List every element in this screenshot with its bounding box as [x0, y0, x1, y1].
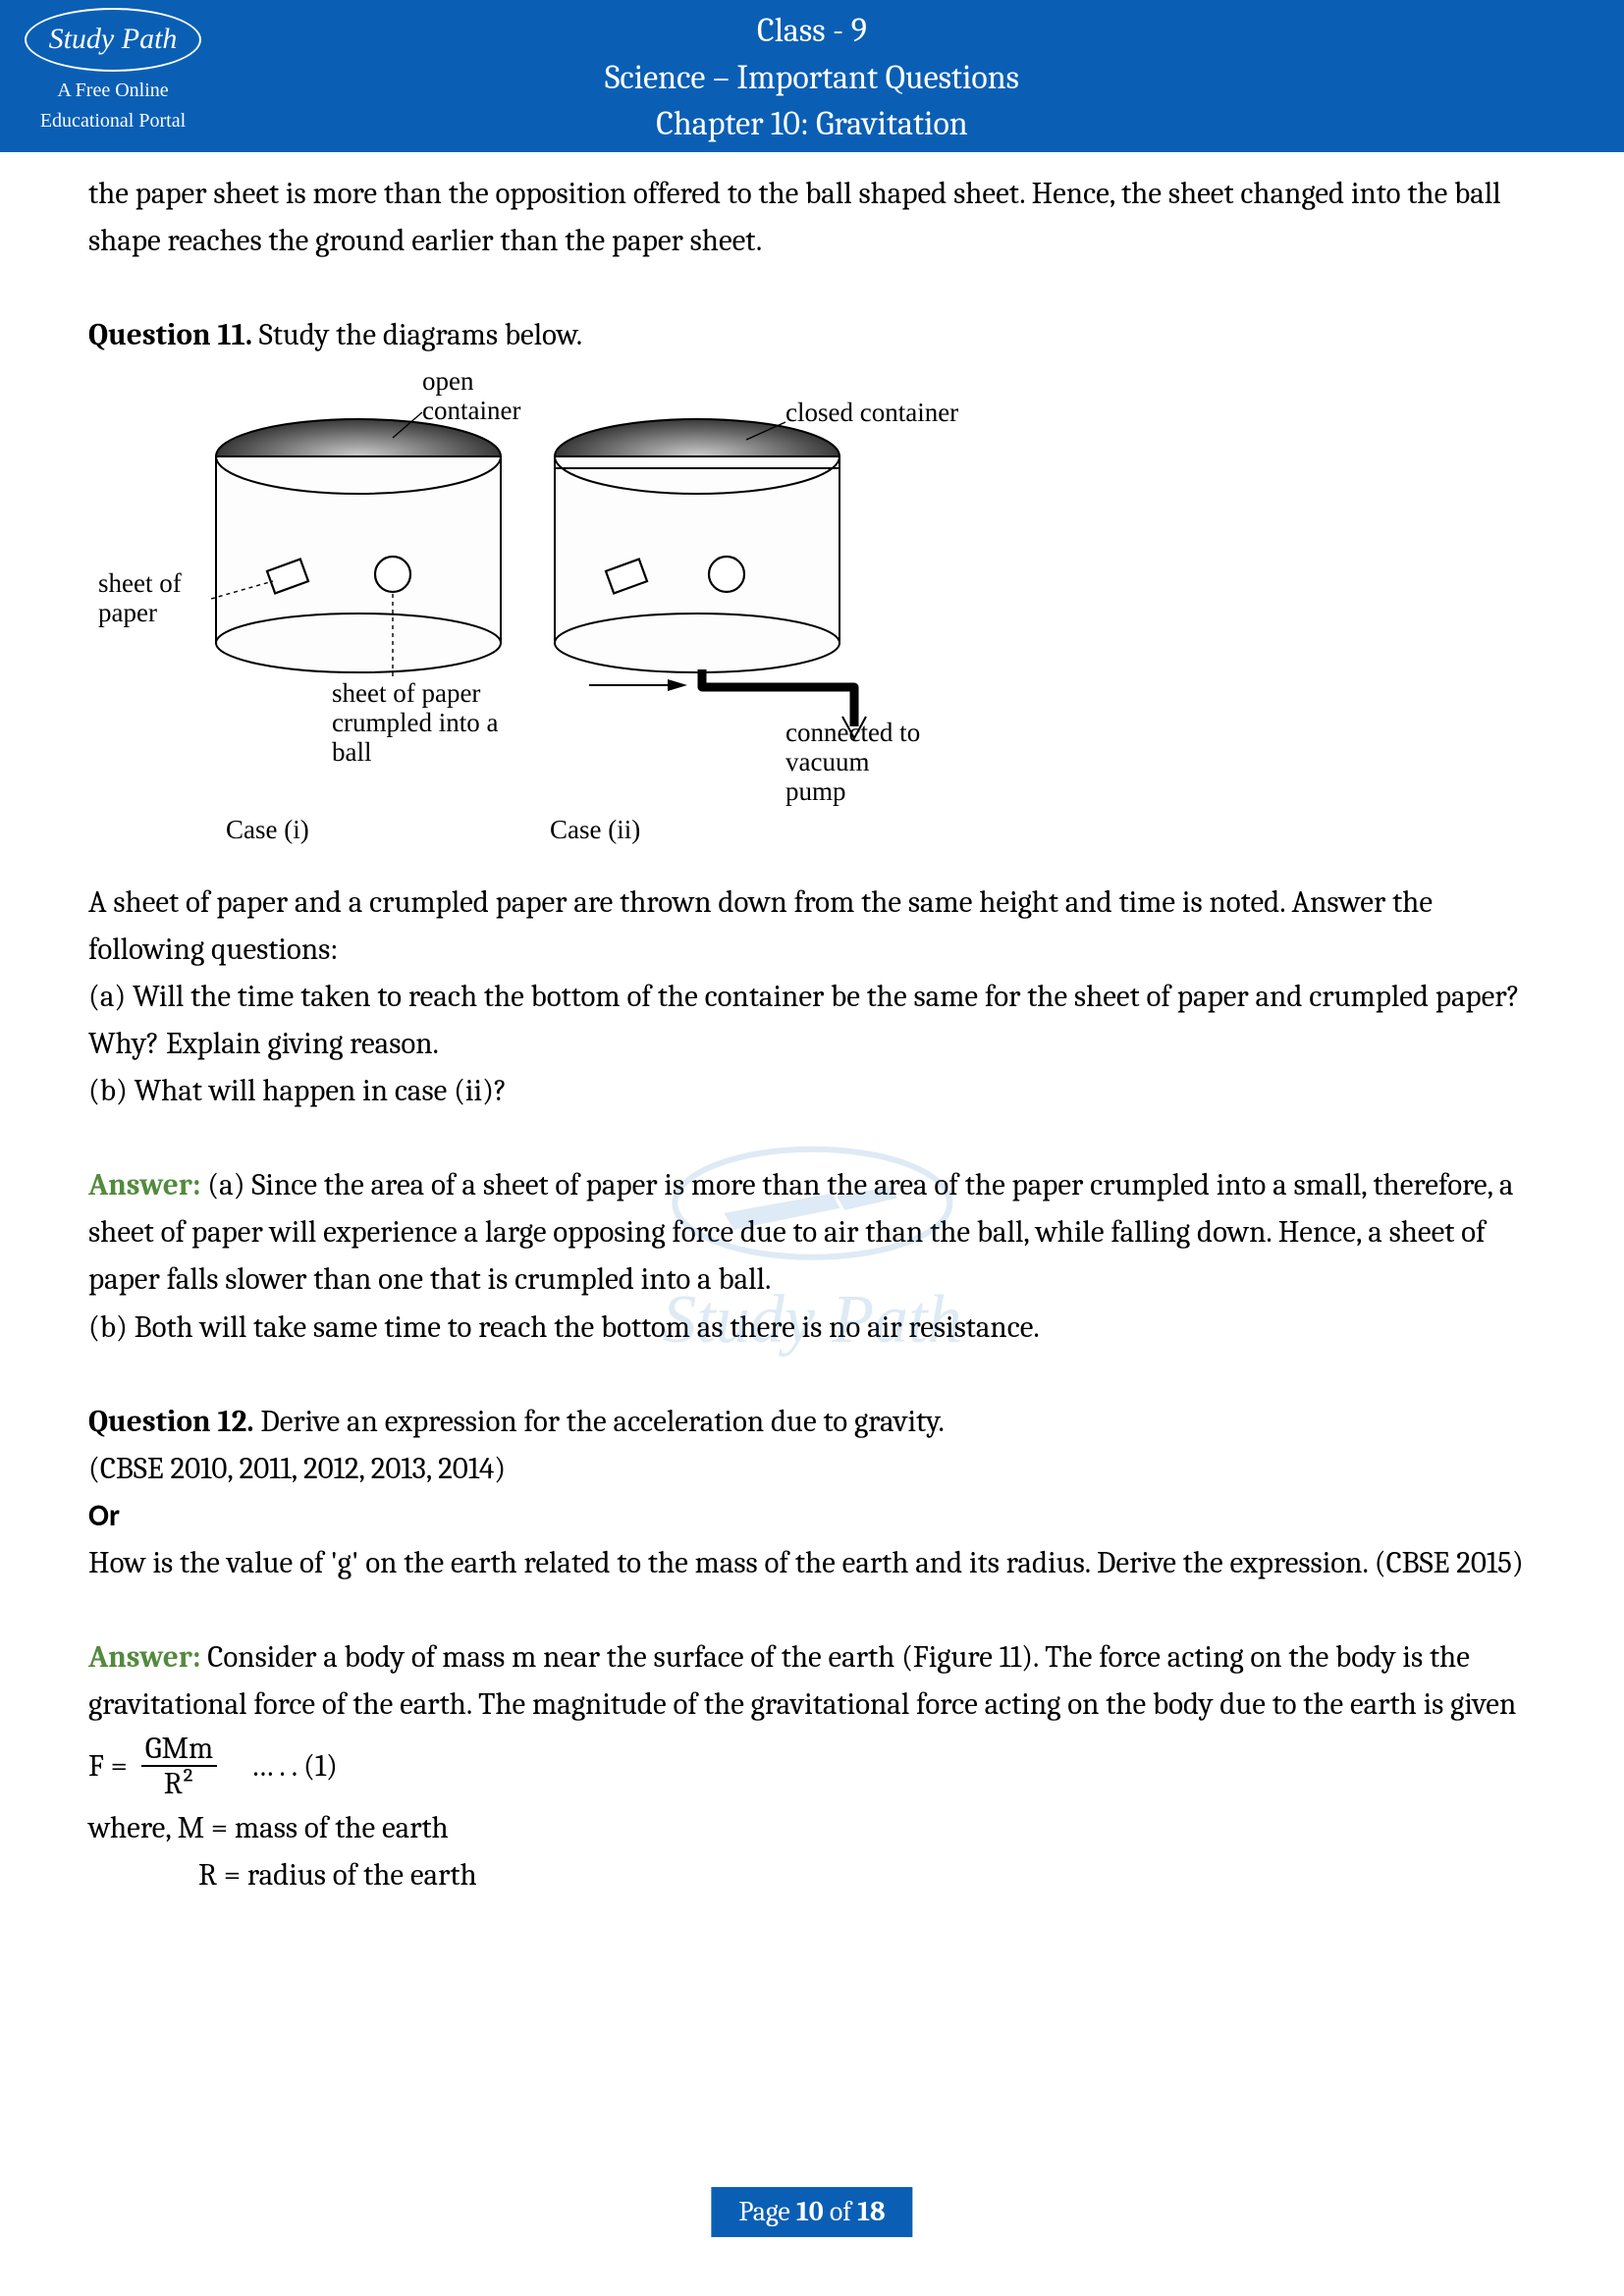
formula-den: R² [160, 1767, 199, 1800]
footer-current: 10 [796, 2196, 824, 2227]
q12-answer-label: Answer: [88, 1639, 200, 1675]
q12-or: Or [88, 1492, 1536, 1539]
q11-answer-a: (a) Since the area of a sheet of paper i… [88, 1167, 1513, 1297]
page-header: Study Path A Free Online Educational Por… [0, 0, 1624, 152]
page-content: the paper sheet is more than the opposit… [0, 152, 1624, 1898]
q11-body-a: (a) Will the time taken to reach the bot… [88, 973, 1536, 1067]
formula-lhs: F = [88, 1742, 128, 1789]
q12-formula: F = GMm R² … . . (1) [88, 1732, 1536, 1800]
q12-where2: R = radius of the earth [88, 1851, 1536, 1898]
q12-where1: where, M = mass of the earth [88, 1804, 1536, 1851]
label-case2: Case (ii) [550, 810, 640, 851]
q11-body-b: (b) What will happen in case (ii)? [88, 1067, 1536, 1114]
q12-answer-text: Consider a body of mass m near the surfa… [88, 1639, 1516, 1722]
logo-text: Study Path [25, 8, 201, 72]
q11-diagram: open container closed container sheet of… [98, 373, 903, 854]
q11-answer-b: (b) Both will take same time to reach th… [88, 1304, 1536, 1351]
footer-mid: of [824, 2196, 858, 2227]
header-class: Class - 9 [0, 8, 1624, 55]
page-footer: Page 10 of 18 [711, 2187, 912, 2237]
formula-num: GMm [141, 1732, 217, 1767]
label-vacuum: connected to vacuum pump [785, 719, 933, 806]
label-closed-container: closed container [785, 393, 1011, 434]
logo-block: Study Path A Free Online Educational Por… [20, 8, 206, 136]
logo-subtext: A Free Online Educational Portal [20, 76, 206, 136]
footer-pre: Page [738, 2196, 796, 2227]
label-sheet-paper: sheet of paper [98, 569, 206, 627]
q11-answer-label: Answer: [88, 1167, 200, 1202]
label-open-container: open container [422, 367, 560, 425]
label-case1: Case (i) [226, 810, 309, 851]
formula-fraction: GMm R² [141, 1732, 217, 1800]
formula-eqnum: … . . (1) [250, 1742, 338, 1789]
q12-alt: How is the value of 'g' on the earth rel… [88, 1539, 1536, 1586]
header-chapter: Chapter 10: Gravitation [0, 101, 1624, 148]
footer-total: 18 [857, 2196, 885, 2227]
q11-prompt: Study the diagrams below. [252, 317, 582, 352]
label-crumpled: sheet of paper crumpled into a ball [332, 679, 499, 767]
header-subject: Science – Important Questions [0, 55, 1624, 102]
intro-paragraph: the paper sheet is more than the opposit… [88, 170, 1536, 264]
q12-label: Question 12. [88, 1404, 254, 1439]
q11-body1: A sheet of paper and a crumpled paper ar… [88, 879, 1536, 973]
q12-years: (CBSE 2010, 2011, 2012, 2013, 2014) [88, 1445, 1536, 1492]
q12-prompt: Derive an expression for the acceleratio… [254, 1404, 945, 1439]
q11-label: Question 11. [88, 317, 252, 352]
